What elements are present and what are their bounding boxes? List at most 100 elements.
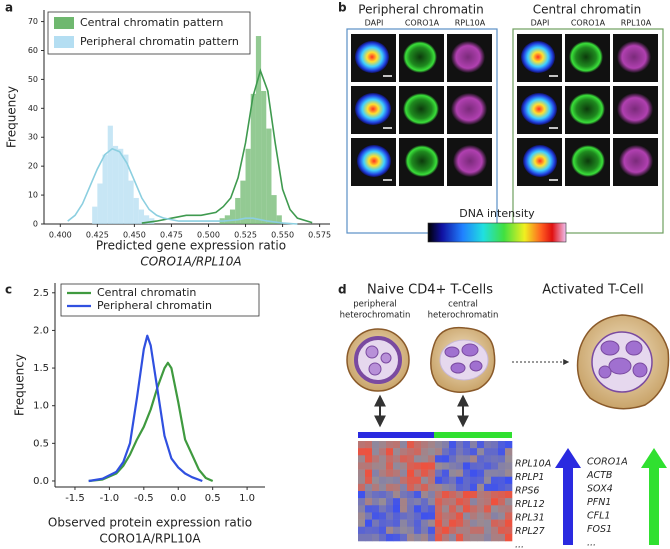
heatmap-cell bbox=[421, 448, 429, 456]
heatmap-cell bbox=[421, 526, 429, 535]
heatmap-cell bbox=[484, 519, 492, 528]
heatmap-cell bbox=[477, 483, 485, 492]
nucleus bbox=[357, 145, 391, 177]
heatmap-cell bbox=[463, 533, 471, 542]
heatmap-cell bbox=[358, 526, 366, 535]
heatmap-cell bbox=[407, 462, 415, 470]
heatmap-cell bbox=[498, 448, 506, 456]
heatmap-cell bbox=[379, 476, 387, 485]
heatmap-cell bbox=[449, 526, 457, 535]
heatmap-cell bbox=[400, 462, 408, 470]
heatmap-cell bbox=[393, 519, 401, 528]
heatmap-cell bbox=[379, 526, 387, 535]
heatmap-cell bbox=[407, 491, 415, 499]
heatmap-cell bbox=[386, 448, 394, 456]
gene: ACTB bbox=[586, 470, 612, 481]
heatmap-cell bbox=[414, 519, 422, 528]
heatmap-cell bbox=[421, 469, 429, 478]
histogram-bar bbox=[276, 215, 282, 224]
legend-swatch bbox=[54, 36, 74, 48]
heatmap-cell bbox=[400, 491, 408, 499]
heatmap-cell bbox=[449, 505, 457, 513]
heatmap-cell bbox=[365, 533, 373, 542]
y-tick-label: 1.0 bbox=[33, 401, 49, 412]
heatmap-cell bbox=[379, 448, 387, 456]
y-axis-label: Frequency bbox=[5, 86, 19, 148]
x-tick-label: 0.525 bbox=[234, 231, 257, 240]
x-tick-label: 0.0 bbox=[170, 493, 186, 504]
x-axis-label-2: CORO1A/RPL10A bbox=[99, 532, 201, 546]
heatmap-cell bbox=[498, 476, 506, 485]
nucleus bbox=[355, 41, 389, 73]
heatmap-cell bbox=[372, 476, 380, 485]
heatmap-cell bbox=[456, 441, 464, 449]
heatmap-cell bbox=[428, 469, 436, 478]
heatmap-cell bbox=[449, 469, 457, 478]
heatmap-cell bbox=[449, 519, 457, 528]
nucleus bbox=[354, 336, 402, 384]
channel-label: RPL10A bbox=[455, 19, 486, 28]
x-tick-label: 1.0 bbox=[239, 493, 255, 504]
x-tick-label: 0.575 bbox=[308, 231, 331, 240]
heatmap-cell bbox=[386, 441, 394, 449]
heatmap-cell bbox=[484, 441, 492, 449]
heatmap-cell bbox=[470, 498, 478, 506]
heatmap-cell bbox=[463, 519, 471, 528]
heatmap-cell bbox=[414, 476, 422, 485]
heatmap-cell bbox=[428, 498, 436, 506]
heatmap-cell bbox=[477, 533, 485, 542]
heatmap-cell bbox=[498, 498, 506, 506]
heatmap-cell bbox=[358, 455, 366, 463]
heatmap-cell bbox=[435, 533, 443, 542]
legend-box bbox=[60, 283, 260, 317]
heatmap-cell bbox=[407, 519, 415, 528]
x-tick-label: 0.475 bbox=[160, 231, 183, 240]
heatmap-cell bbox=[435, 441, 443, 449]
heatmap-cell bbox=[393, 483, 401, 492]
heatmap-cell bbox=[505, 519, 513, 528]
nucleus bbox=[569, 41, 603, 73]
heatmap-cell bbox=[372, 455, 380, 463]
channel-label: DAPI bbox=[531, 19, 550, 28]
heatmap-cell bbox=[428, 505, 436, 513]
heatmap-cell bbox=[393, 441, 401, 449]
channel-label: CORO1A bbox=[405, 19, 440, 28]
heatmap-cell bbox=[505, 483, 513, 492]
heatmap-cell bbox=[505, 491, 513, 499]
heatmap-cell bbox=[428, 512, 436, 520]
up-arrow bbox=[641, 448, 667, 545]
heatmap-cell bbox=[358, 505, 366, 513]
chromatin bbox=[365, 345, 379, 359]
heatmap-cell bbox=[449, 512, 457, 520]
heatmap-cell bbox=[421, 491, 429, 499]
x-tick-label: -1.5 bbox=[65, 493, 85, 504]
heatmap-cell bbox=[414, 526, 422, 535]
y-tick-label: 2.0 bbox=[33, 325, 49, 336]
panel-label: b bbox=[338, 1, 347, 15]
nucleus bbox=[617, 93, 653, 125]
heatmap-cell bbox=[449, 498, 457, 506]
panel-label: d bbox=[338, 283, 347, 297]
heatmap-cell bbox=[435, 476, 443, 485]
heatmap-cell bbox=[372, 448, 380, 456]
heatmap-cell bbox=[456, 505, 464, 513]
heatmap-cell bbox=[365, 483, 373, 492]
channel-label: RPL10A bbox=[621, 19, 652, 28]
heatmap-cell bbox=[463, 526, 471, 535]
heatmap-cell bbox=[463, 462, 471, 470]
heatmap-cell bbox=[477, 512, 485, 520]
heatmap-cell bbox=[393, 476, 401, 485]
heatmap-cell bbox=[484, 483, 492, 492]
heatmap-cell bbox=[449, 533, 457, 542]
heatmap-cell bbox=[407, 505, 415, 513]
heatmap-cell bbox=[498, 491, 506, 499]
heatmap-cell bbox=[365, 519, 373, 528]
heatmap-cell bbox=[372, 441, 380, 449]
heatmap-cell bbox=[470, 491, 478, 499]
heatmap-cell bbox=[491, 441, 499, 449]
heatmap-cell bbox=[456, 498, 464, 506]
cluster-bar bbox=[358, 432, 434, 438]
heatmap-cell bbox=[365, 441, 373, 449]
x-tick-label: 0.500 bbox=[197, 231, 220, 240]
heatmap-cell bbox=[428, 476, 436, 485]
